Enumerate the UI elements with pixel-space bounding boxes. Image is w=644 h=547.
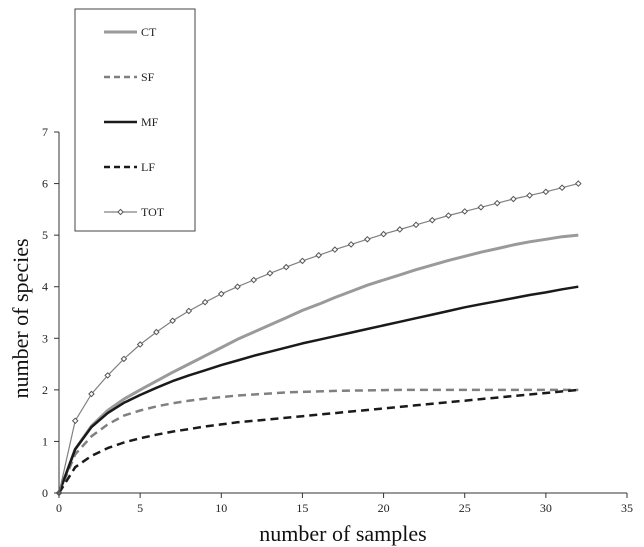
series-point-tot [461, 208, 469, 215]
series-point-tot [542, 188, 550, 196]
y-ticks: 0 1 2 3 4 5 6 7 [42, 125, 59, 500]
legend-item-mf: MF [104, 115, 159, 129]
y-tick-label: 0 [42, 486, 48, 500]
series-point-tot [526, 192, 533, 199]
series-point-tot [299, 257, 306, 265]
legend-label: MF [141, 115, 159, 129]
series-point-tot [185, 307, 193, 315]
series-point-tot [282, 263, 290, 271]
legend-marker [117, 208, 124, 216]
x-tick-label: 35 [621, 501, 633, 515]
y-tick-label: 1 [42, 434, 48, 448]
series-line-mf [57, 285, 579, 494]
legend-item-sf: SF [104, 70, 155, 84]
series-point-tot [153, 328, 160, 336]
series-line-sf [57, 388, 579, 494]
legend: CT SF MF LF TOT [74, 8, 196, 232]
series-point-tot [380, 230, 387, 238]
series-point-tot [396, 226, 404, 233]
y-tick-label: 4 [42, 280, 48, 294]
legend-box [74, 8, 196, 232]
y-axis-title: number of species [8, 238, 33, 398]
series-line-ct [57, 233, 579, 494]
legend-label: CT [141, 25, 157, 39]
x-tick-label: 30 [540, 501, 552, 515]
series-point-tot [71, 417, 79, 425]
y-tick-label: 6 [42, 177, 48, 191]
series-point-tot [315, 251, 322, 259]
legend-label: TOT [141, 205, 165, 219]
series-point-tot [217, 290, 225, 298]
series-point-tot [234, 283, 241, 291]
plot-lines [55, 180, 582, 497]
series-point-tot [412, 221, 420, 229]
x-tick-label: 25 [459, 501, 471, 515]
x-axis-title: number of samples [259, 521, 426, 546]
series-point-tot [136, 341, 144, 348]
series-line-lf [57, 388, 579, 494]
x-tick-label: 5 [137, 501, 143, 515]
series-point-tot [558, 184, 566, 192]
y-tick-label: 2 [42, 383, 48, 397]
series-point-tot [120, 355, 128, 363]
x-tick-label: 10 [215, 501, 227, 515]
series-point-tot [493, 199, 501, 207]
series-point-tot [477, 203, 485, 211]
series-point-tot [266, 269, 274, 277]
x-ticks: 0 5 10 15 20 25 30 35 [56, 493, 633, 515]
x-tick-label: 0 [56, 501, 62, 515]
legend-label: SF [141, 70, 155, 84]
legend-label: LF [141, 160, 155, 174]
x-tick-label: 15 [296, 501, 308, 515]
series-point-tot [104, 372, 111, 379]
series-point-tot [347, 241, 355, 248]
series-point-tot [510, 195, 517, 203]
axes: 0 5 10 15 20 25 30 35 0 1 2 3 4 5 6 7 [42, 125, 633, 515]
series-point-tot [169, 317, 176, 325]
series-point-tot [250, 276, 258, 284]
y-tick-label: 3 [42, 331, 48, 345]
legend-item-lf: LF [104, 160, 155, 174]
y-tick-label: 5 [42, 228, 48, 242]
series-point-tot [364, 235, 371, 243]
series-point-tot [201, 298, 209, 306]
series-point-tot [88, 390, 95, 398]
series-point-tot [445, 212, 452, 219]
series-point-tot [428, 216, 436, 224]
x-tick-label: 20 [378, 501, 390, 515]
legend-item-tot: TOT [104, 205, 165, 219]
y-tick-label: 7 [42, 125, 48, 139]
series-point-tot [575, 180, 582, 187]
legend-item-ct: CT [104, 25, 157, 39]
series-point-tot [331, 246, 339, 253]
